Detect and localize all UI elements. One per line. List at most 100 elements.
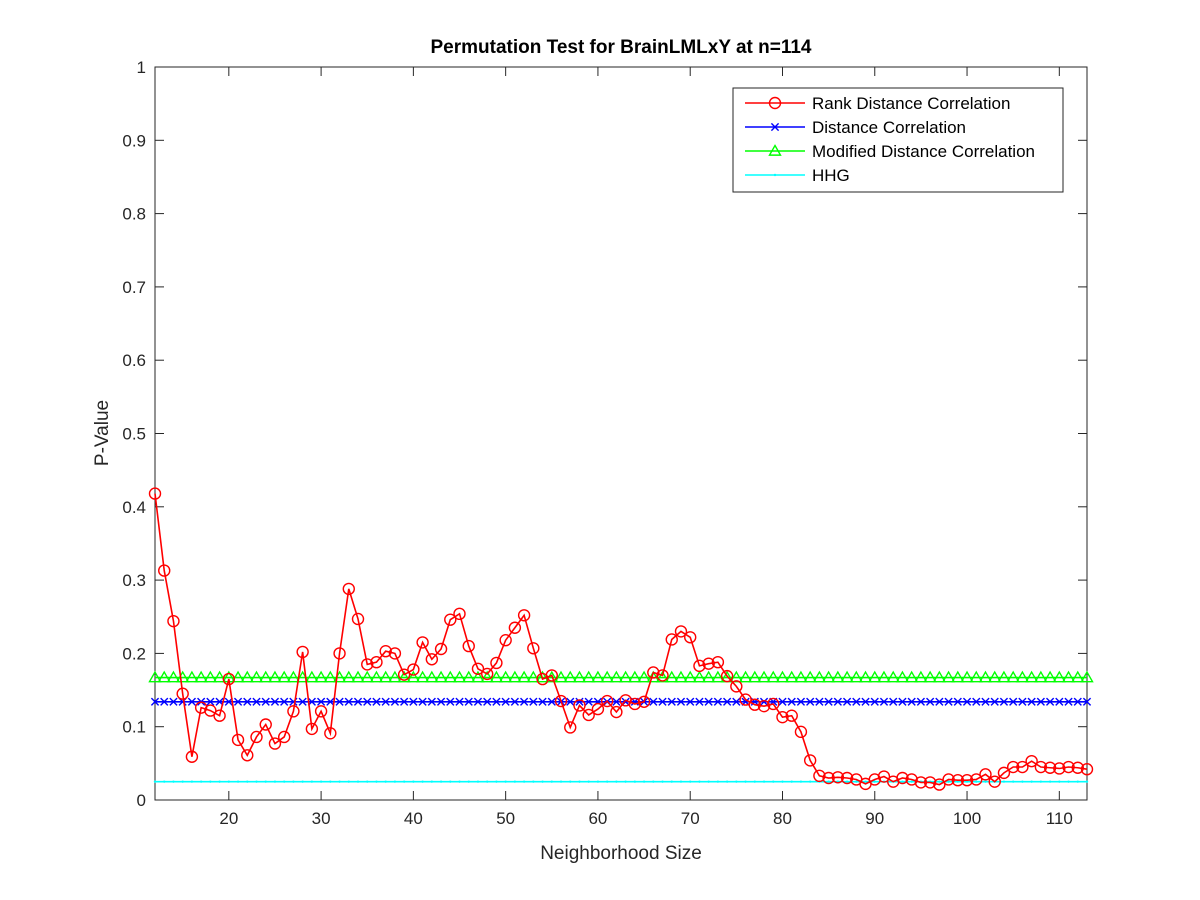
data-point-rank-distance-correlation — [933, 778, 946, 791]
data-point-distance-correlation — [400, 697, 409, 706]
data-point-modified-distance-correlation — [803, 670, 817, 683]
data-point-hhg — [762, 780, 766, 783]
data-point-rank-distance-correlation — [462, 639, 475, 653]
data-point-distance-correlation — [842, 697, 852, 706]
data-point-distance-correlation — [1045, 697, 1055, 706]
data-point-rank-distance-correlation — [600, 694, 614, 708]
data-point-modified-distance-correlation — [351, 670, 365, 683]
data-point-hhg — [1067, 780, 1070, 783]
data-point-modified-distance-correlation — [1015, 670, 1030, 683]
data-point-rank-distance-correlation — [397, 668, 411, 681]
data-point-rank-distance-correlation — [287, 705, 300, 718]
data-point-rank-distance-correlation — [748, 698, 762, 711]
data-point-distance-correlation — [409, 697, 418, 706]
data-point-rank-distance-correlation — [148, 487, 162, 500]
data-point-hhg — [569, 780, 572, 783]
data-point-hhg — [384, 780, 387, 783]
data-point-hhg — [264, 780, 267, 783]
data-point-rank-distance-correlation — [711, 655, 725, 669]
data-point-hhg — [808, 780, 812, 783]
data-point-rank-distance-correlation — [785, 709, 798, 722]
data-point-hhg — [476, 780, 480, 783]
data-point-distance-correlation — [529, 697, 538, 706]
data-point-rank-distance-correlation — [776, 710, 789, 724]
data-point-rank-distance-correlation — [970, 773, 983, 786]
data-point-hhg — [458, 780, 461, 783]
data-point-modified-distance-correlation — [877, 670, 891, 683]
data-point-hhg — [1011, 780, 1015, 783]
data-point-hhg — [1048, 780, 1052, 783]
data-point-distance-correlation — [575, 697, 584, 706]
data-point-rank-distance-correlation — [277, 730, 291, 744]
data-point-modified-distance-correlation — [572, 670, 587, 683]
data-point-distance-correlation — [492, 697, 501, 706]
data-point-distance-correlation — [520, 697, 529, 706]
data-point-rank-distance-correlation — [527, 642, 540, 655]
data-point-rank-distance-correlation — [1034, 760, 1048, 774]
data-point-hhg — [901, 780, 904, 783]
data-point-rank-distance-correlation — [979, 768, 992, 781]
data-point-distance-correlation — [501, 697, 510, 706]
data-point-distance-correlation — [280, 697, 289, 706]
data-point-rank-distance-correlation — [813, 769, 826, 783]
y-tick-label: 1 — [137, 58, 146, 77]
data-point-hhg — [439, 780, 443, 783]
data-point-hhg — [282, 780, 286, 783]
data-point-rank-distance-correlation — [767, 697, 780, 711]
data-point-modified-distance-correlation — [748, 670, 762, 683]
data-point-rank-distance-correlation — [204, 704, 217, 717]
data-point-distance-correlation — [1036, 697, 1045, 706]
data-point-rank-distance-correlation — [1062, 760, 1075, 774]
data-point-hhg — [550, 780, 553, 783]
data-point-distance-correlation — [1082, 697, 1092, 706]
data-point-hhg — [347, 780, 350, 783]
data-point-rank-distance-correlation — [988, 775, 1001, 788]
data-point-rank-distance-correlation — [388, 647, 402, 660]
data-point-rank-distance-correlation — [222, 672, 236, 686]
data-point-rank-distance-correlation — [739, 693, 752, 706]
y-tick-label: 0.4 — [122, 498, 146, 517]
data-point-modified-distance-correlation — [434, 670, 448, 683]
data-point-rank-distance-correlation — [831, 771, 845, 784]
legend-marker-rank-distance-correlation — [768, 96, 782, 110]
data-point-distance-correlation — [473, 697, 483, 706]
data-point-hhg — [255, 780, 258, 783]
data-point-distance-correlation — [538, 697, 547, 706]
data-point-hhg — [485, 780, 489, 783]
data-point-rank-distance-correlation — [702, 657, 715, 670]
data-point-modified-distance-correlation — [1052, 670, 1067, 683]
data-point-distance-correlation — [566, 697, 575, 706]
data-point-hhg — [393, 780, 397, 783]
data-point-hhg — [301, 780, 304, 783]
data-point-rank-distance-correlation — [1080, 763, 1094, 776]
data-point-rank-distance-correlation — [158, 564, 171, 577]
data-point-rank-distance-correlation — [416, 636, 429, 649]
data-point-modified-distance-correlation — [1061, 670, 1076, 683]
data-point-rank-distance-correlation — [471, 662, 485, 675]
legend-label-distance-correlation: Distance Correlation — [812, 118, 966, 137]
data-point-modified-distance-correlation — [683, 670, 697, 683]
data-point-distance-correlation — [778, 697, 787, 706]
data-point-modified-distance-correlation — [305, 670, 319, 683]
data-point-rank-distance-correlation — [720, 669, 734, 683]
data-point-distance-correlation — [824, 697, 833, 706]
data-point-distance-correlation — [944, 697, 953, 706]
data-point-modified-distance-correlation — [637, 670, 651, 683]
data-point-hhg — [495, 780, 498, 783]
data-point-hhg — [624, 780, 627, 783]
data-point-modified-distance-correlation — [212, 670, 227, 683]
y-tick-label: 0.1 — [122, 718, 146, 737]
data-point-rank-distance-correlation — [656, 669, 669, 682]
data-point-hhg — [725, 780, 729, 783]
data-point-hhg — [753, 780, 757, 783]
y-tick-label: 0.6 — [122, 351, 146, 370]
data-point-distance-correlation — [353, 697, 363, 706]
data-point-modified-distance-correlation — [591, 670, 605, 683]
data-point-rank-distance-correlation — [1071, 761, 1084, 774]
data-point-modified-distance-correlation — [286, 670, 301, 683]
data-point-modified-distance-correlation — [757, 670, 771, 683]
data-point-modified-distance-correlation — [508, 670, 522, 683]
data-point-distance-correlation — [962, 697, 972, 706]
data-point-distance-correlation — [935, 697, 944, 706]
